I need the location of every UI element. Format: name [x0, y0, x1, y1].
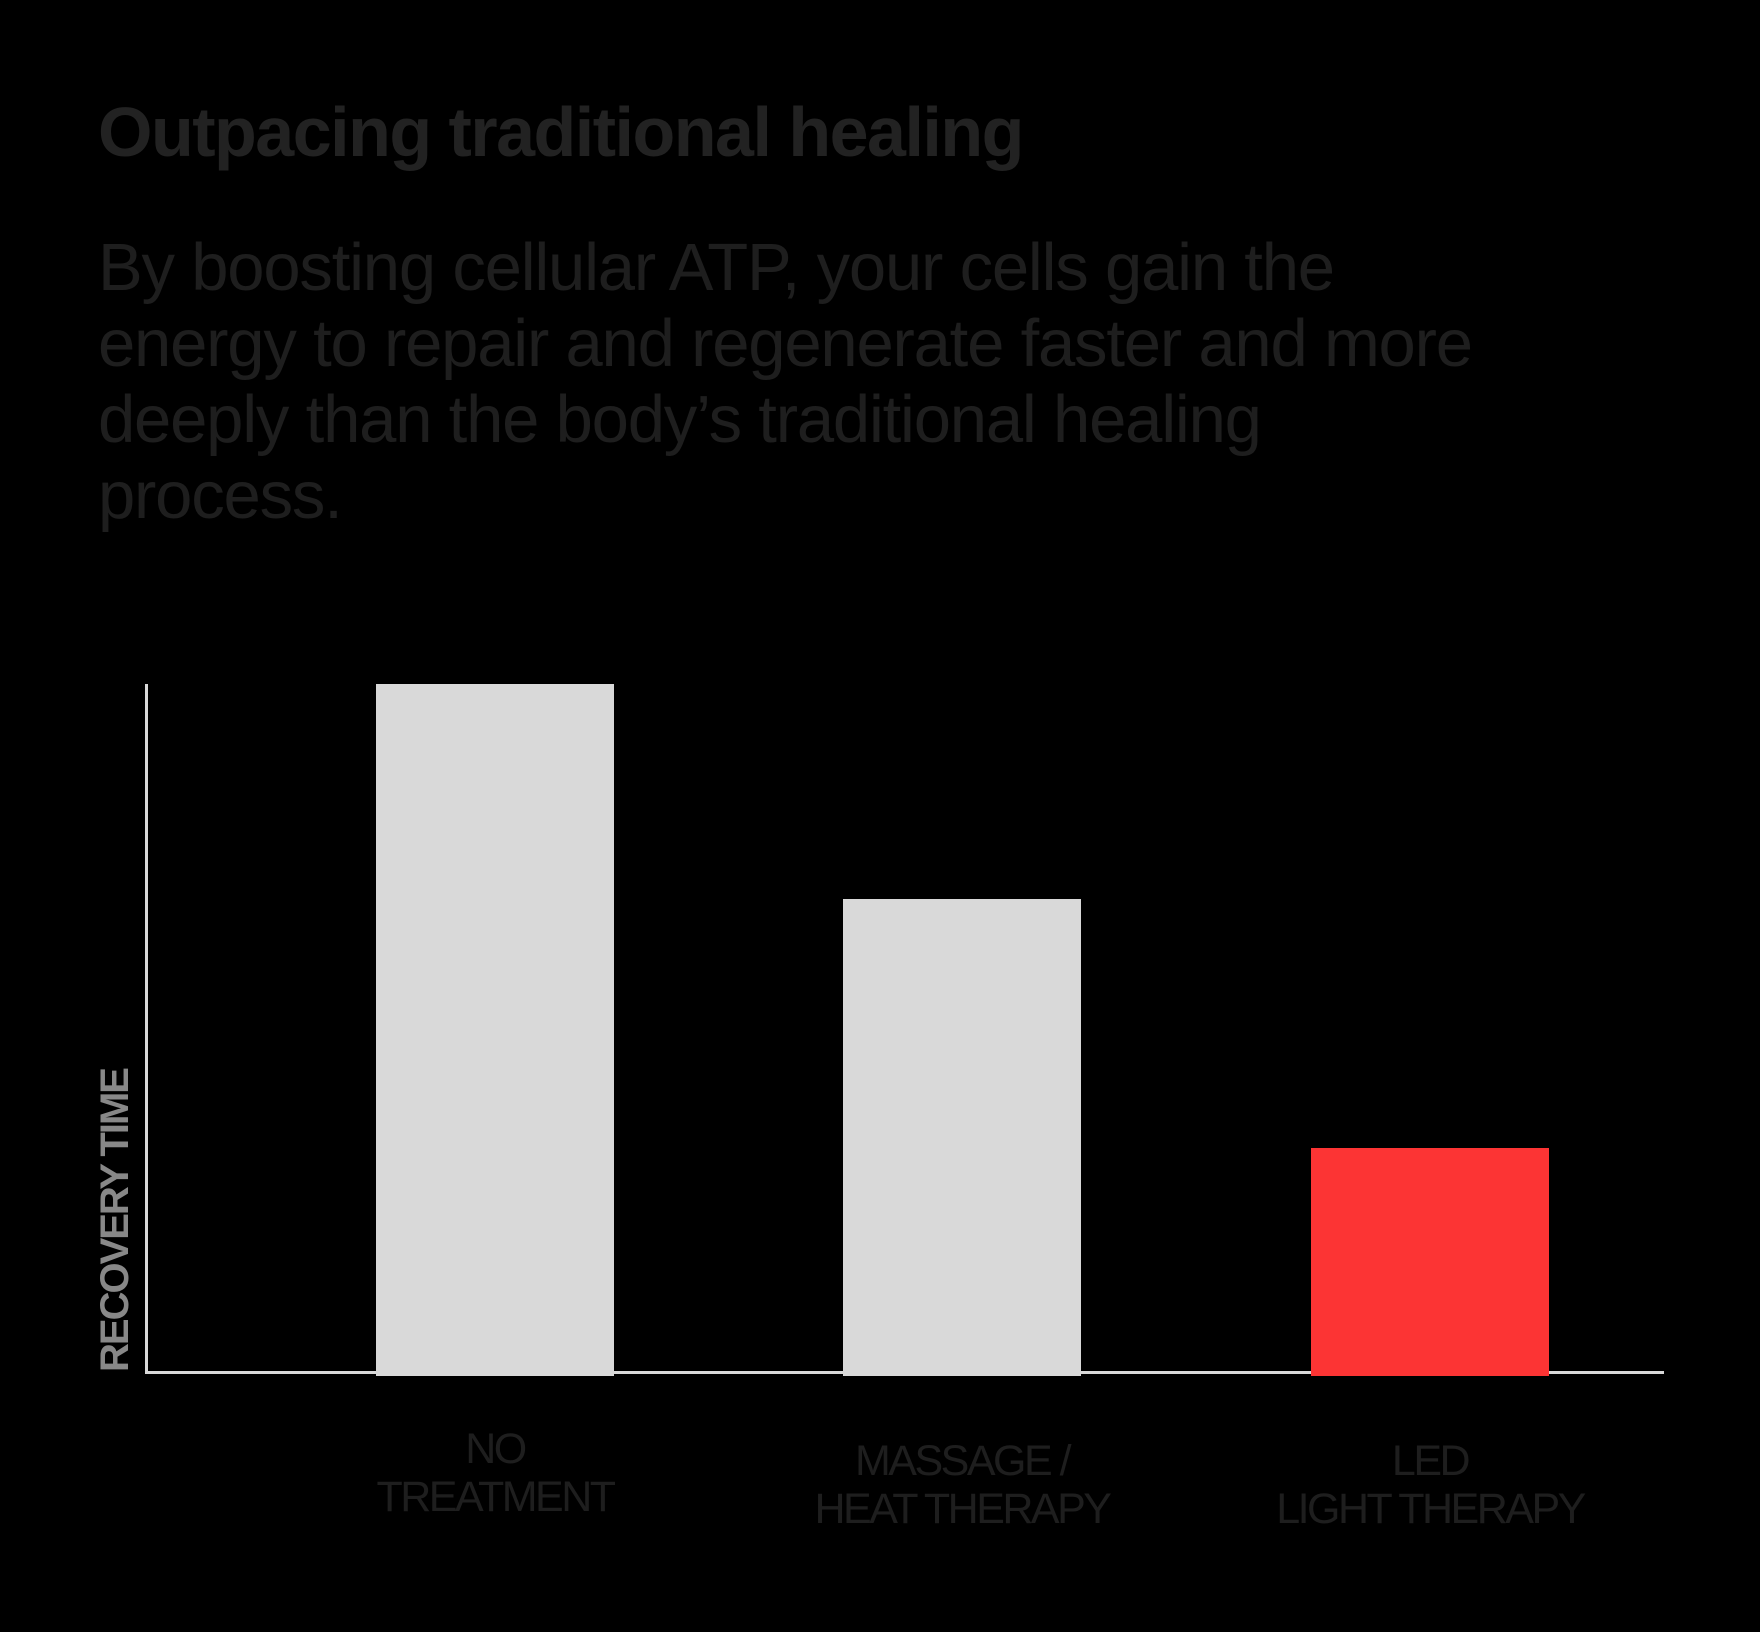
bar-no-treatment: [376, 684, 614, 1376]
subtitle-line: deeply than the body’s traditional heali…: [98, 382, 1262, 457]
bar-massage-heat-therapy: [843, 899, 1081, 1376]
category-label-led-light-therapy: LED LIGHT THERAPY: [1276, 1437, 1586, 1533]
subtitle-line: By boosting cellular ATP, your cells gai…: [98, 230, 1335, 305]
bar-led-light-therapy: [1311, 1148, 1549, 1376]
chart-subtitle: By boosting cellular ATP, your cells gai…: [98, 230, 1698, 534]
subtitle-line: process.: [98, 458, 343, 533]
category-label-massage-heat-therapy: MASSAGE / HEAT THERAPY: [814, 1437, 1112, 1533]
y-axis-line: [145, 684, 148, 1374]
chart-title: Outpacing traditional healing: [98, 93, 1024, 171]
subtitle-line: energy to repair and regenerate faster a…: [98, 306, 1473, 381]
category-label-no-treatment: NO TREATMENT: [376, 1425, 616, 1521]
y-axis-label: RECOVERY TIME: [93, 1069, 137, 1372]
